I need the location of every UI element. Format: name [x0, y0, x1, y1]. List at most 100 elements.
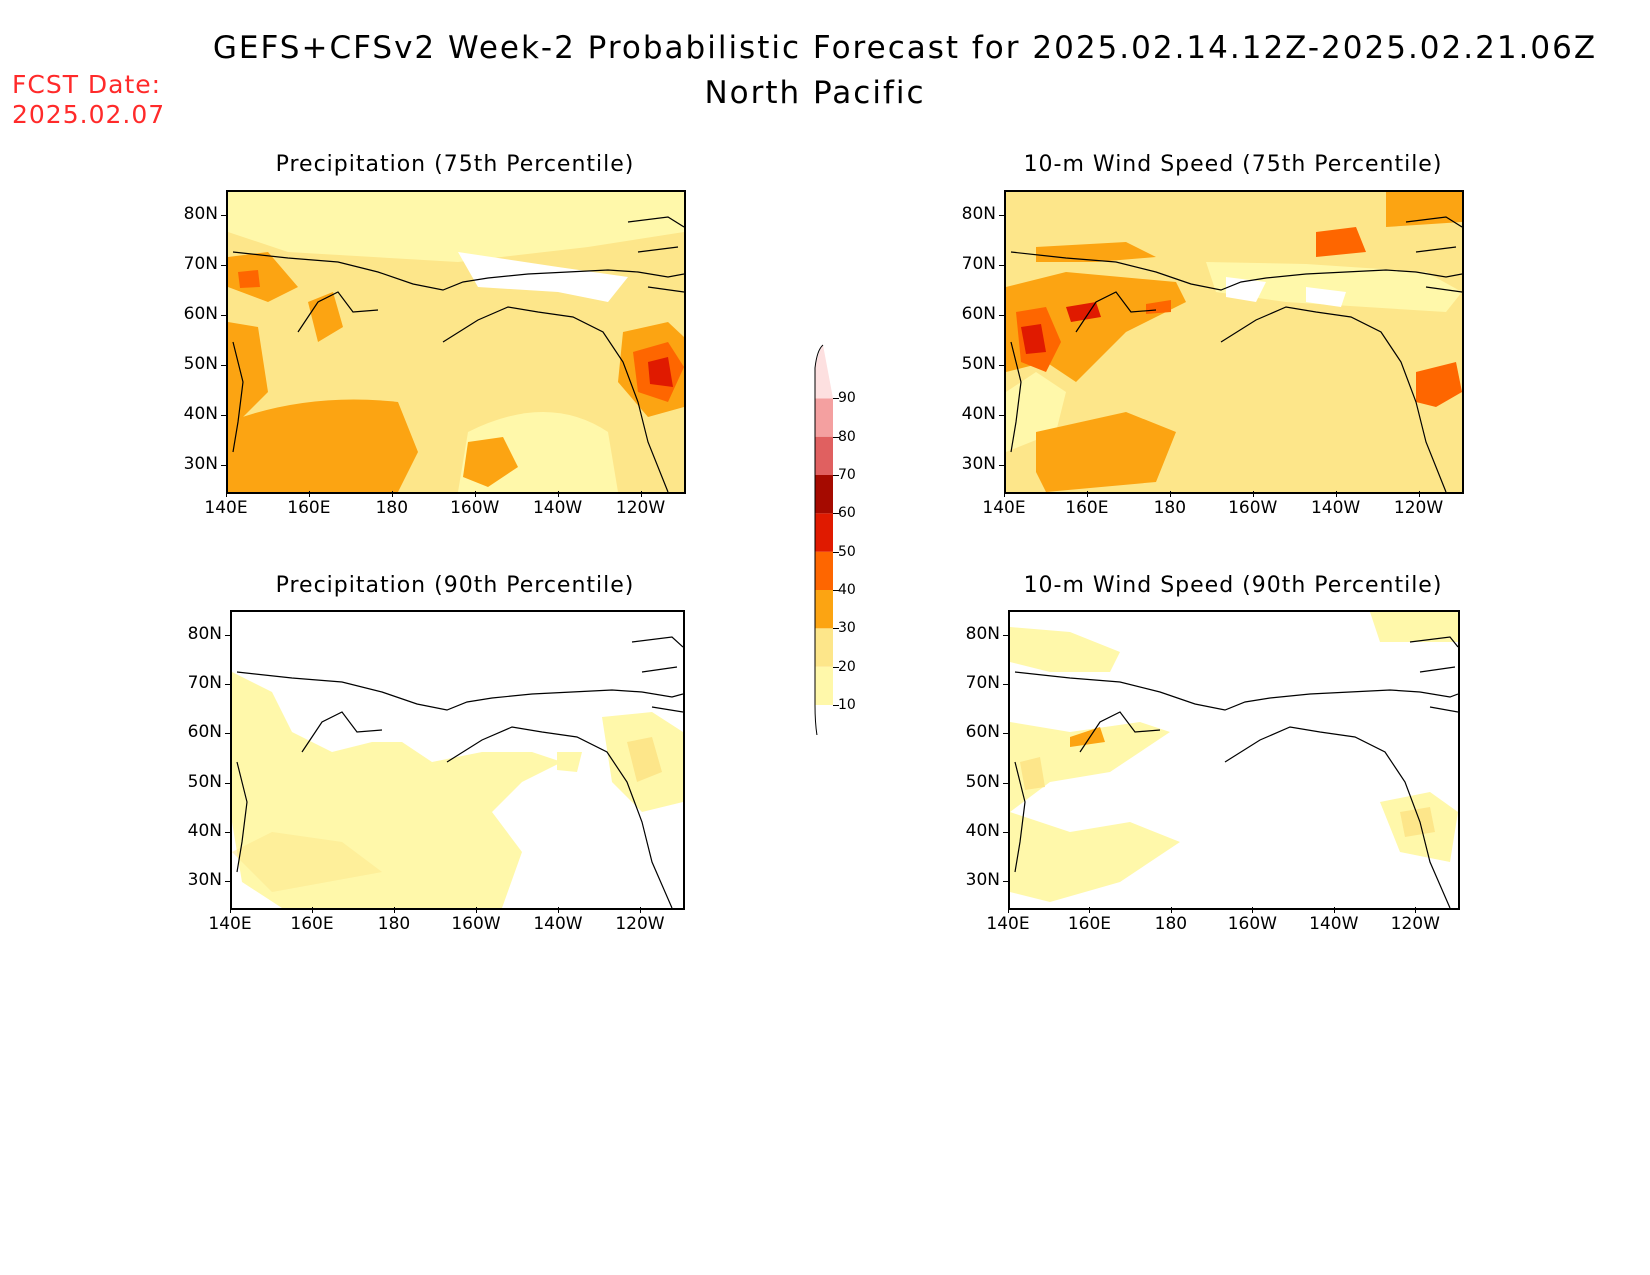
colorbar-level-label: 70: [838, 467, 856, 483]
lon-tick-label: 120W: [1393, 498, 1444, 518]
colorbar-tick: [833, 475, 839, 476]
lat-tick-label: 70N: [965, 673, 1000, 693]
lon-tick-mark: [476, 907, 477, 913]
lat-tick-label: 30N: [961, 454, 996, 474]
lat-tick-mark: [221, 465, 227, 466]
lon-tick-label: 140W: [533, 914, 583, 934]
lat-tick-label: 30N: [965, 870, 1000, 891]
lat-tick-label: 60N: [965, 722, 1000, 743]
colorbar-swatch: [815, 628, 833, 667]
lat-tick-label: 50N: [965, 771, 1000, 792]
lat-tick-label: 70N: [187, 673, 222, 693]
lon-tick-label: 160E: [1065, 498, 1109, 518]
lat-tick-label: 30N: [183, 454, 218, 474]
lat-tick-label: 80N: [965, 623, 1000, 644]
lon-tick-label: 140E: [986, 914, 1030, 934]
colorbar-level-label: 50: [838, 543, 856, 560]
lon-tick-label: 160W: [1227, 914, 1277, 934]
map-panel-precip-75: [226, 190, 686, 494]
lon-tick-mark: [391, 491, 393, 497]
lat-tick-label: 80N: [187, 623, 222, 644]
lat-tick-mark: [999, 365, 1005, 366]
lon-tick-label: 180: [377, 914, 411, 934]
lat-tick-label: 30N: [187, 870, 222, 891]
figure-subtitle: North Pacific: [704, 75, 926, 111]
colorbar-level-label: 10: [838, 697, 856, 713]
lon-tick-mark: [1335, 491, 1337, 497]
lon-tick-label: 120W: [615, 498, 666, 518]
lon-tick-label: 140E: [204, 498, 248, 518]
lon-tick-mark: [1418, 491, 1420, 497]
colorbar-tick: [833, 628, 839, 630]
lat-tick-label: 50N: [187, 771, 222, 792]
lat-tick-label: 40N: [183, 404, 218, 424]
lon-tick-label: 160W: [450, 498, 500, 518]
lon-tick-mark: [226, 491, 227, 497]
lon-tick-mark: [640, 491, 642, 497]
colorbar-lower-tip: [814, 704, 818, 735]
panel-title-wind-75: 10-m Wind Speed (75th Percentile): [1023, 152, 1443, 177]
lat-tick-mark: [221, 415, 227, 416]
lat-tick-mark: [1003, 684, 1009, 685]
colorbar-upper-tip: [814, 344, 824, 705]
lat-tick-label: 50N: [961, 354, 996, 374]
colorbar-tick: [833, 436, 839, 438]
lat-tick-mark: [1003, 782, 1009, 784]
colorbar-swatch: [815, 551, 833, 590]
colorbar-swatch: [815, 398, 833, 437]
colorbar-level-label: 60: [838, 505, 856, 522]
lon-tick-mark: [557, 491, 559, 497]
colorbar-level-label: 40: [838, 582, 856, 598]
lat-tick-mark: [999, 465, 1005, 466]
lon-tick-label: 180: [1154, 914, 1188, 934]
lon-tick-mark: [308, 491, 310, 497]
colorbar-level-label: 90: [838, 390, 856, 407]
lon-tick-label: 140E: [982, 498, 1026, 518]
lon-tick-label: 180: [375, 498, 409, 518]
lon-tick-label: 180: [1153, 498, 1187, 518]
colorbar-swatch: [815, 590, 833, 629]
colorbar-swatch: [815, 513, 833, 552]
lon-tick-mark: [394, 907, 395, 913]
lon-tick-mark: [1333, 907, 1335, 913]
lat-tick-mark: [1003, 733, 1009, 735]
lon-tick-label: 140W: [1310, 498, 1361, 518]
lat-tick-label: 70N: [961, 254, 996, 274]
lat-tick-label: 80N: [183, 204, 218, 224]
lat-tick-label: 40N: [961, 404, 996, 424]
figure-title: GEFS+CFSv2 Week-2 Probabilistic Forecast…: [212, 30, 1598, 66]
lat-tick-mark: [221, 265, 227, 266]
lon-tick-label: 160E: [1067, 914, 1112, 934]
lon-tick-mark: [1415, 907, 1417, 913]
lat-tick-mark: [999, 315, 1005, 316]
lat-tick-label: 50N: [183, 354, 218, 374]
lat-tick-mark: [1003, 832, 1009, 833]
colorbar-tick: [833, 398, 839, 400]
lat-tick-label: 40N: [965, 821, 1000, 841]
lon-tick-label: 140W: [532, 498, 583, 518]
lon-tick-mark: [1252, 491, 1254, 497]
lon-tick-mark: [640, 907, 641, 913]
colorbar: [814, 344, 833, 735]
forecast-date-value: 2025.02.07: [12, 100, 166, 129]
map-panel-wind-75: [1004, 190, 1464, 494]
lat-tick-mark: [225, 881, 231, 883]
lat-tick-label: 40N: [187, 821, 222, 841]
lat-tick-label: 60N: [187, 722, 222, 743]
lon-tick-mark: [1252, 907, 1254, 913]
forecast-date-block: FCST Date: 2025.02.07: [12, 70, 165, 130]
colorbar-swatch: [815, 345, 833, 399]
lon-tick-mark: [474, 491, 476, 497]
panel-title-precip-75: Precipitation (75th Percentile): [275, 152, 635, 177]
lat-tick-mark: [225, 634, 231, 636]
lat-tick-mark: [221, 215, 227, 216]
forecast-date-label: FCST Date:: [12, 70, 162, 99]
lat-tick-label: 70N: [183, 254, 218, 274]
lat-tick-mark: [225, 733, 231, 735]
lon-tick-mark: [558, 907, 559, 913]
lon-tick-label: 120W: [1390, 914, 1440, 934]
colorbar-level-label: 80: [838, 428, 856, 445]
lat-tick-mark: [1003, 881, 1009, 883]
colorbar-swatch: [815, 666, 833, 705]
lat-tick-mark: [1003, 634, 1009, 636]
